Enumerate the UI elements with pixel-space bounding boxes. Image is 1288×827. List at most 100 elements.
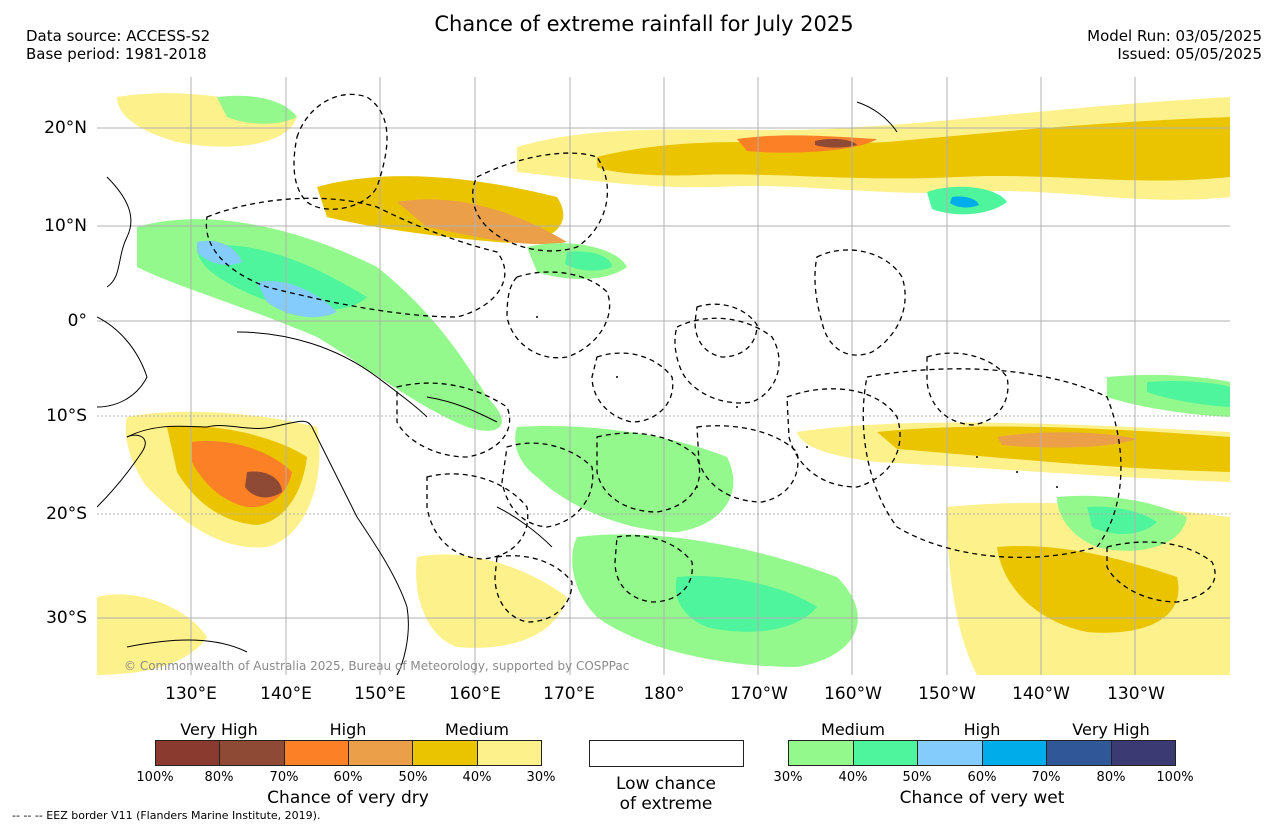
dry-south-east-pacific-core bbox=[997, 546, 1179, 633]
eez-kiribati-line bbox=[814, 249, 906, 356]
model-run-info: Model Run: 03/05/2025 Issued: 05/05/2025 bbox=[1087, 27, 1262, 63]
dry-swatch-4 bbox=[348, 741, 414, 765]
wet-far-southeast-core bbox=[1087, 506, 1157, 534]
lon-label-140W: 140°W bbox=[1012, 684, 1070, 704]
eez-north-marianas bbox=[293, 93, 388, 210]
island-dot bbox=[616, 376, 618, 378]
eez-new-caledonia bbox=[426, 473, 529, 560]
coast-solomons bbox=[426, 396, 498, 423]
lon-label-140E: 140°E bbox=[260, 684, 312, 704]
wet-tick: 40% bbox=[838, 770, 868, 785]
coast-philippines bbox=[106, 176, 132, 288]
eez-solomons bbox=[396, 382, 511, 458]
wet-color-bar bbox=[788, 740, 1176, 766]
dry-swatch-5 bbox=[413, 741, 478, 765]
dry-band-west-pacific-core bbox=[397, 199, 567, 245]
lon-label-150W: 150°W bbox=[918, 684, 976, 704]
lon-label-170E: 170°E bbox=[543, 684, 595, 704]
dry-color-bar bbox=[155, 740, 542, 766]
island-dot bbox=[536, 316, 538, 318]
wet-category-high: High bbox=[963, 720, 1001, 739]
wet-north-east-blue bbox=[950, 196, 979, 208]
dry-category-very-high: Very High bbox=[180, 720, 258, 739]
eez-kermadec bbox=[614, 535, 693, 603]
dry-tick: 30% bbox=[526, 770, 556, 785]
dry-tick: 50% bbox=[398, 770, 428, 785]
copyright-notice: © Commonwealth of Australia 2025, Bureau… bbox=[124, 659, 630, 673]
wet-tick: 60% bbox=[967, 770, 997, 785]
dry-south-misc bbox=[416, 554, 567, 648]
eez-samoa-tonga bbox=[696, 425, 799, 503]
island-dot bbox=[976, 456, 978, 458]
wet-swatch-2 bbox=[853, 741, 918, 765]
lat-label-10N: 10°N bbox=[44, 216, 87, 236]
eez-footnote: -- -- -- EEZ border V11 (Flanders Marine… bbox=[12, 809, 321, 822]
very-dry-regions bbox=[97, 93, 1230, 675]
lon-label-170W: 170°W bbox=[730, 684, 788, 704]
rainfall-map bbox=[97, 77, 1230, 675]
eez-pitcairn bbox=[1106, 541, 1216, 603]
very-wet-regions bbox=[137, 95, 1230, 667]
wet-west-pacific-blue-2 bbox=[197, 240, 242, 266]
lon-label-130W: 130°W bbox=[1107, 684, 1165, 704]
eez-vanuatu bbox=[501, 442, 594, 528]
wet-east-band-core bbox=[1147, 380, 1230, 407]
wet-north-pacific-small bbox=[217, 95, 297, 124]
low-chance-line1: Low chance bbox=[616, 774, 716, 794]
eez-fiji bbox=[596, 432, 701, 513]
model-run-text: Model Run: 03/05/2025 bbox=[1087, 27, 1262, 45]
eez-kiribati-gilbert bbox=[506, 271, 611, 359]
coast-australia-west bbox=[97, 434, 146, 508]
dry-tick: 60% bbox=[333, 770, 363, 785]
dry-peak-dark bbox=[815, 138, 857, 148]
island-dot bbox=[1056, 486, 1058, 488]
dry-swatch-1 bbox=[156, 741, 221, 765]
wet-west-pacific bbox=[137, 219, 502, 431]
dry-tick: 80% bbox=[204, 770, 234, 785]
lon-label-160E: 160°E bbox=[449, 684, 501, 704]
wet-swatch-4 bbox=[982, 741, 1047, 765]
eez-kiribati-phoenix bbox=[674, 317, 780, 404]
dry-australia-peak bbox=[245, 471, 282, 498]
eez-jarvis bbox=[926, 352, 1009, 426]
lat-label-20N: 20°N bbox=[44, 118, 87, 138]
dry-tick: 70% bbox=[269, 770, 299, 785]
lon-label-180: 180° bbox=[643, 684, 685, 704]
wet-tick: 100% bbox=[1156, 770, 1194, 785]
eez-micronesia bbox=[205, 197, 506, 318]
wet-tick: 50% bbox=[902, 770, 932, 785]
lat-label-0: 0° bbox=[67, 311, 87, 331]
map-title: Chance of extreme rainfall for July 2025 bbox=[434, 12, 854, 36]
eez-marshall bbox=[472, 152, 609, 252]
dry-tick: 100% bbox=[136, 770, 174, 785]
dry-tick: 40% bbox=[462, 770, 492, 785]
low-chance-swatch bbox=[589, 740, 744, 767]
island-dot bbox=[696, 486, 698, 488]
dry-swatch-2 bbox=[220, 741, 285, 765]
issued-text: Issued: 05/05/2025 bbox=[1117, 45, 1262, 63]
island-dot bbox=[1016, 471, 1018, 473]
eez-french-polynesia bbox=[862, 368, 1122, 559]
lon-label-150E: 150°E bbox=[354, 684, 406, 704]
wet-north-central-core bbox=[565, 251, 612, 271]
lon-label-160W: 160°W bbox=[824, 684, 882, 704]
data-source-info: Data source: ACCESS-S2 Base period: 1981… bbox=[26, 27, 210, 63]
wet-swatch-6 bbox=[1111, 741, 1175, 765]
coast-new-zealand bbox=[126, 639, 248, 653]
coast-new-guinea bbox=[236, 331, 428, 418]
graticule bbox=[97, 77, 1230, 675]
wet-swatch-5 bbox=[1047, 741, 1112, 765]
map-canvas bbox=[97, 77, 1230, 675]
data-source-text: Data source: ACCESS-S2 bbox=[26, 27, 211, 45]
low-chance-line2: of extreme bbox=[619, 794, 713, 814]
wet-category-very-high: Very High bbox=[1072, 720, 1150, 739]
wet-central-south bbox=[515, 426, 734, 532]
dry-band-north-pacific-core bbox=[597, 117, 1230, 181]
eez-borders bbox=[205, 93, 1216, 623]
dry-band-south-pacific-peak bbox=[997, 432, 1137, 448]
wet-swatch-3 bbox=[918, 741, 983, 765]
coast-australia bbox=[126, 420, 409, 675]
eez-norfolk bbox=[494, 555, 573, 623]
wet-legend-title: Chance of very wet bbox=[899, 788, 1065, 808]
lat-label-10S: 10°S bbox=[46, 406, 87, 426]
